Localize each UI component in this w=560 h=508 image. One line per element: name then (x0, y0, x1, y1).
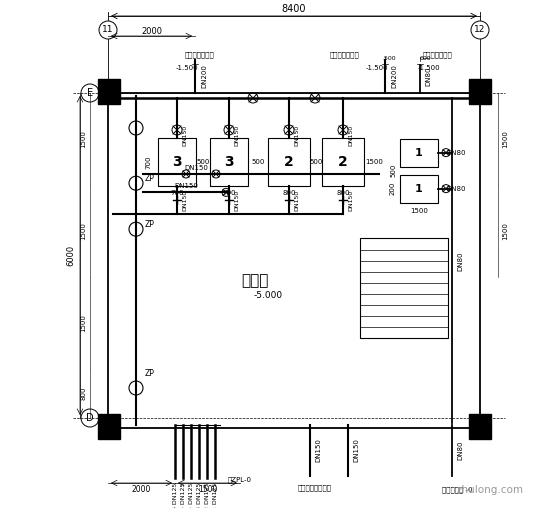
Text: .500: .500 (382, 55, 396, 60)
Text: 2: 2 (338, 155, 348, 169)
Bar (158, 138, 196, 186)
Text: 室外生活防水池: 室外生活防水池 (423, 52, 453, 58)
Text: 1500: 1500 (198, 485, 217, 493)
Text: 700: 700 (222, 190, 236, 196)
Text: -1.500: -1.500 (418, 65, 440, 71)
Text: 1500: 1500 (365, 159, 383, 165)
Text: -1.500: -1.500 (366, 65, 388, 71)
Text: DN150: DN150 (295, 124, 300, 146)
Text: 威PL-6 DN125: 威PL-6 DN125 (172, 483, 178, 508)
Text: DN150: DN150 (183, 124, 188, 146)
Text: 500: 500 (390, 164, 396, 177)
Text: zhulong.com: zhulong.com (456, 485, 524, 495)
Text: 接ZPL-0: 接ZPL-0 (228, 477, 252, 483)
Text: -1.500: -1.500 (176, 65, 198, 71)
Bar (400, 175, 438, 203)
Text: DN80: DN80 (425, 66, 431, 86)
Text: 12: 12 (474, 25, 486, 35)
Text: 6000: 6000 (67, 245, 76, 266)
Bar (469, 79, 491, 104)
Text: ZP: ZP (145, 368, 155, 377)
Bar (469, 414, 491, 439)
Text: DN80: DN80 (446, 185, 466, 192)
Text: 700: 700 (145, 155, 151, 169)
Text: 室外消防贮水池: 室外消防贮水池 (185, 52, 215, 58)
Text: DN150: DN150 (183, 189, 188, 211)
Text: DN150: DN150 (353, 438, 359, 462)
Text: 8400: 8400 (282, 4, 306, 14)
Text: 室内消火给水干管: 室内消火给水干管 (298, 485, 332, 491)
Text: 1500: 1500 (502, 130, 508, 148)
Text: 3: 3 (224, 155, 234, 169)
Text: DN150: DN150 (174, 183, 198, 189)
Text: 500: 500 (251, 159, 265, 165)
Text: 200: 200 (390, 182, 396, 195)
Text: 威PL-3 DN125: 威PL-3 DN125 (196, 483, 202, 508)
Text: 2000: 2000 (132, 485, 151, 493)
Text: DN150: DN150 (348, 189, 353, 211)
Bar (98, 414, 120, 439)
Text: E: E (87, 88, 93, 98)
Bar (210, 138, 248, 186)
Text: 室外消防贮水池: 室外消防贮水池 (330, 52, 360, 58)
Text: 威PL-4 DN125: 威PL-4 DN125 (188, 483, 194, 508)
Text: 水泵房: 水泵房 (241, 273, 269, 289)
Text: DN150: DN150 (348, 124, 353, 146)
Text: 1500: 1500 (410, 208, 428, 214)
Text: 2: 2 (284, 155, 294, 169)
Text: D: D (86, 413, 94, 423)
Text: 1500: 1500 (80, 130, 86, 148)
Text: ZP: ZP (145, 220, 155, 229)
Text: DN200: DN200 (391, 64, 397, 88)
Text: DN80: DN80 (446, 150, 466, 155)
Text: DN80: DN80 (457, 440, 463, 460)
Text: 700: 700 (170, 190, 184, 196)
Bar (322, 138, 364, 186)
Text: 3: 3 (172, 155, 182, 169)
Bar (360, 238, 448, 338)
Text: DN80: DN80 (457, 251, 463, 271)
Text: 500: 500 (197, 159, 209, 165)
Text: 800: 800 (80, 387, 86, 400)
Text: 威PL-2 DN125: 威PL-2 DN125 (204, 483, 210, 508)
Text: DN200: DN200 (201, 64, 207, 88)
Text: DN150: DN150 (235, 189, 240, 211)
Text: DN150: DN150 (295, 189, 300, 211)
Text: 1500: 1500 (502, 222, 508, 240)
Text: 1: 1 (415, 148, 423, 157)
Text: 600: 600 (419, 55, 431, 60)
Text: 2000: 2000 (141, 26, 162, 36)
Text: 接给水立管 -0: 接给水立管 -0 (442, 487, 472, 493)
Text: 500: 500 (309, 159, 323, 165)
Text: DN150: DN150 (184, 165, 208, 171)
Text: DN150: DN150 (235, 124, 240, 146)
Text: 1: 1 (415, 183, 423, 194)
Text: 威PL-5 DN125: 威PL-5 DN125 (180, 483, 186, 508)
Bar (400, 139, 438, 167)
Text: ZP: ZP (145, 174, 155, 183)
Text: DN150: DN150 (315, 438, 321, 462)
Text: 11: 11 (102, 25, 114, 35)
Text: 威PL-1 DN125: 威PL-1 DN125 (212, 483, 218, 508)
Text: 1500: 1500 (80, 222, 86, 240)
Bar (268, 138, 310, 186)
Text: -5.000: -5.000 (254, 292, 283, 301)
Text: 800: 800 (336, 190, 350, 196)
Text: 800: 800 (282, 190, 296, 196)
Text: 1500: 1500 (80, 314, 86, 332)
Bar (98, 79, 120, 104)
